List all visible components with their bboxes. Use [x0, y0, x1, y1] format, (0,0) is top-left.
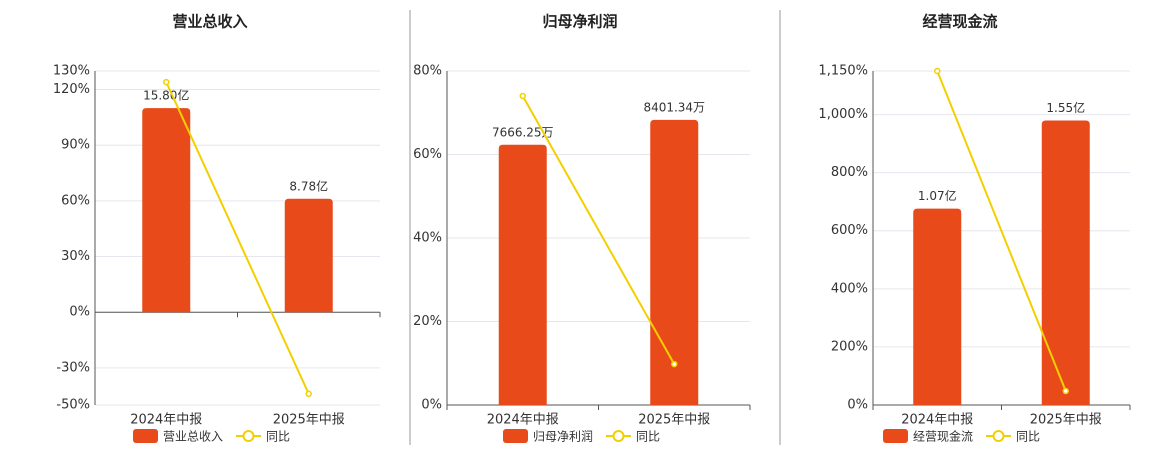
- bar: [498, 144, 547, 405]
- legend-swatch: [503, 429, 528, 443]
- line-marker: [934, 67, 941, 75]
- chart-title: 归母净利润: [542, 13, 617, 31]
- y-tick-label: 120%: [53, 82, 90, 97]
- legend-label: 营业总收入: [163, 430, 223, 444]
- x-tick-label: 2024年中报: [901, 413, 973, 428]
- line: [521, 95, 676, 365]
- y-tick-label: 40%: [413, 231, 442, 246]
- y-tick-label: 90%: [61, 138, 90, 153]
- data-label: 1.07亿: [918, 188, 957, 203]
- legend-label: 经营现金流: [913, 429, 973, 444]
- chart-title: 经营现金流: [922, 13, 997, 31]
- y-tick-label: 600%: [831, 223, 868, 238]
- y-tick-label: 20%: [413, 314, 442, 329]
- y-tick-label: 30%: [61, 249, 90, 264]
- x-tick-label: 2025年中报: [638, 413, 710, 428]
- legend-swatch: [883, 429, 908, 443]
- y-tick-label: -50%: [56, 398, 90, 413]
- line: [936, 70, 1067, 392]
- y-tick-label: 60%: [413, 147, 442, 162]
- line-marker: [305, 390, 312, 398]
- bar: [284, 198, 333, 313]
- data-label: 8401.34万: [643, 100, 705, 114]
- y-tick-label: 130%: [53, 64, 90, 79]
- chart-title: 营业总收入: [172, 13, 247, 31]
- line-marker: [163, 78, 170, 86]
- bar: [650, 119, 699, 405]
- line-marker: [671, 360, 678, 368]
- x-tick-label: 2025年中报: [1030, 413, 1102, 428]
- x-tick-label: 2024年中报: [487, 413, 559, 428]
- y-tick-label: 1,150%: [818, 64, 868, 79]
- data-label: 1.55亿: [1046, 100, 1085, 115]
- legend-label: 同比: [1016, 430, 1040, 444]
- x-tick-label: 2025年中报: [273, 413, 345, 428]
- y-tick-label: 80%: [413, 64, 442, 79]
- bar: [142, 108, 191, 313]
- y-tick-label: 400%: [831, 281, 868, 296]
- data-label: 8.78亿: [289, 178, 328, 193]
- legend-swatch: [242, 430, 255, 442]
- y-tick-label: 1,000%: [818, 107, 868, 122]
- data-label: 15.80亿: [143, 88, 189, 103]
- line-marker: [519, 92, 526, 100]
- legend-swatch: [992, 430, 1005, 442]
- y-tick-label: -30%: [56, 360, 90, 375]
- legend-swatch: [133, 429, 158, 443]
- data-label: 7666.25万: [492, 125, 554, 139]
- legend-label: 同比: [266, 430, 290, 444]
- bar: [913, 208, 962, 405]
- y-tick-label: 800%: [831, 165, 868, 180]
- y-tick-label: 0%: [69, 305, 90, 320]
- y-tick-label: 200%: [831, 339, 868, 354]
- legend-label: 同比: [636, 430, 660, 444]
- legend-swatch: [612, 430, 625, 442]
- y-tick-label: 0%: [847, 398, 868, 413]
- y-tick-label: 60%: [61, 193, 90, 208]
- line: [165, 81, 310, 395]
- y-tick-label: 0%: [421, 398, 442, 413]
- x-tick-label: 2024年中报: [130, 413, 202, 428]
- line-marker: [1062, 387, 1069, 395]
- bar: [1041, 120, 1090, 406]
- legend-label: 归母净利润: [533, 430, 593, 444]
